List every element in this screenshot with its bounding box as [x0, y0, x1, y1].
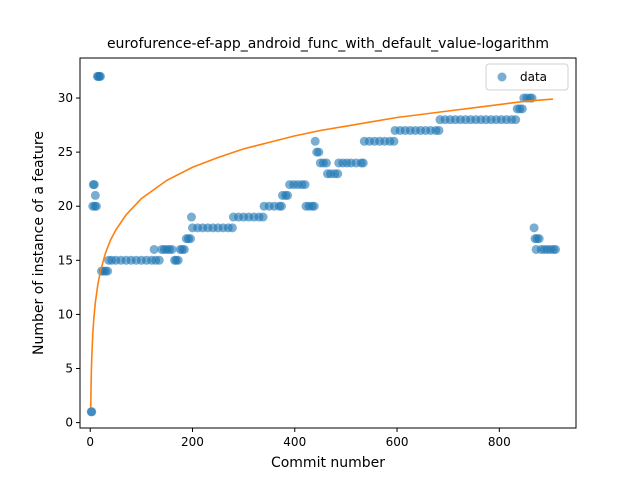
x-tick-label: 800	[488, 435, 511, 449]
data-point	[186, 212, 196, 222]
y-tick-label: 15	[58, 253, 73, 267]
data-point	[333, 169, 343, 179]
data-point	[91, 201, 101, 211]
data-point	[90, 190, 100, 200]
data-point	[314, 147, 324, 157]
data-point	[87, 407, 97, 417]
data-point	[258, 212, 268, 222]
x-tick-label: 400	[283, 435, 306, 449]
y-tick-label: 5	[65, 361, 73, 375]
data-point	[321, 158, 331, 168]
data-point	[389, 136, 399, 146]
data-point	[534, 234, 544, 244]
y-axis-label: Number of instance of a feature	[31, 131, 47, 355]
y-tick-label: 30	[58, 91, 73, 105]
chart-title: eurofurence-ef-app_android_func_with_def…	[107, 36, 549, 52]
data-point	[154, 255, 164, 265]
y-tick-label: 0	[65, 416, 73, 430]
data-point	[551, 244, 561, 254]
legend-label-data: data	[520, 70, 547, 84]
x-axis-label: Commit number	[271, 455, 385, 471]
y-tick-label: 20	[58, 199, 73, 213]
x-tick-label: 0	[86, 435, 94, 449]
axes-frame	[79, 57, 577, 429]
data-point	[511, 115, 521, 125]
plot-lines	[89, 98, 554, 408]
x-tick-label: 600	[386, 435, 409, 449]
data-point	[185, 234, 195, 244]
plot-points	[86, 71, 561, 417]
x-axis: 0 200 400 600 800	[86, 428, 511, 449]
y-tick-label: 10	[58, 307, 73, 321]
data-point	[434, 125, 444, 135]
data-point	[529, 223, 539, 233]
data-point	[89, 180, 99, 190]
fit-line	[89, 98, 554, 408]
data-point	[149, 244, 159, 254]
legend-marker-data	[497, 72, 507, 82]
data-point	[103, 266, 113, 276]
legend: data	[485, 63, 569, 91]
data-point	[300, 180, 310, 190]
data-point	[227, 223, 237, 233]
x-tick-label: 200	[181, 435, 204, 449]
legend-box	[485, 63, 569, 91]
data-point	[310, 136, 320, 146]
data-point	[95, 71, 105, 81]
y-axis: 0 5 10 15 20 25 30	[58, 91, 80, 430]
data-point	[283, 190, 293, 200]
data-point	[173, 255, 183, 265]
data-point	[276, 201, 286, 211]
data-point	[167, 244, 177, 254]
data-point	[517, 104, 527, 114]
data-point	[179, 244, 189, 254]
data-point	[358, 158, 368, 168]
data-point	[309, 201, 319, 211]
y-tick-label: 25	[58, 145, 73, 159]
